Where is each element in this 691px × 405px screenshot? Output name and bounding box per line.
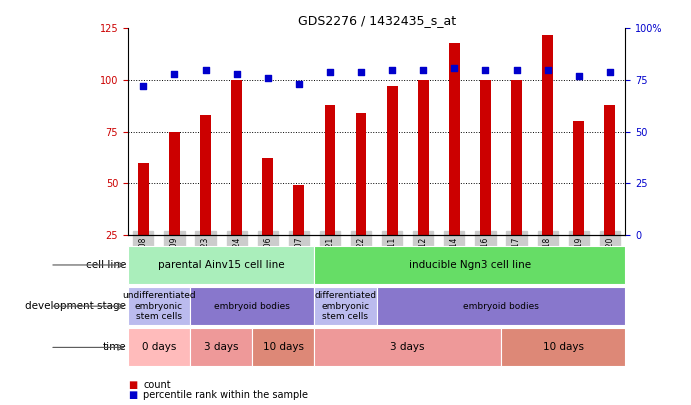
Text: 3 days: 3 days bbox=[204, 342, 238, 352]
Point bbox=[324, 68, 335, 75]
Text: differentiated
embryonic
stem cells: differentiated embryonic stem cells bbox=[314, 291, 377, 321]
Bar bbox=[263, 158, 273, 235]
Bar bbox=[511, 80, 522, 235]
Bar bbox=[314, 328, 501, 366]
Point bbox=[417, 66, 428, 73]
Point bbox=[480, 66, 491, 73]
Bar bbox=[574, 122, 584, 235]
Bar bbox=[190, 328, 252, 366]
Text: cell line: cell line bbox=[86, 260, 126, 270]
Point bbox=[262, 75, 273, 81]
Text: count: count bbox=[143, 380, 171, 390]
Text: parental Ainv15 cell line: parental Ainv15 cell line bbox=[158, 260, 285, 270]
Text: time: time bbox=[103, 342, 126, 352]
Point bbox=[386, 66, 397, 73]
Bar bbox=[128, 287, 190, 325]
Point bbox=[355, 68, 366, 75]
Bar bbox=[377, 287, 625, 325]
Text: ■: ■ bbox=[128, 390, 137, 400]
Title: GDS2276 / 1432435_s_at: GDS2276 / 1432435_s_at bbox=[298, 14, 455, 27]
Bar bbox=[231, 80, 242, 235]
Bar bbox=[128, 328, 190, 366]
Bar bbox=[418, 80, 428, 235]
Bar bbox=[387, 86, 397, 235]
Bar bbox=[200, 115, 211, 235]
Text: percentile rank within the sample: percentile rank within the sample bbox=[143, 390, 308, 400]
Text: ■: ■ bbox=[128, 380, 137, 390]
Text: 0 days: 0 days bbox=[142, 342, 176, 352]
Point bbox=[231, 70, 242, 77]
Point bbox=[604, 68, 615, 75]
Text: embryoid bodies: embryoid bodies bbox=[463, 302, 539, 311]
Point bbox=[200, 66, 211, 73]
Text: embryoid bodies: embryoid bodies bbox=[214, 302, 290, 311]
Bar bbox=[314, 287, 377, 325]
Bar bbox=[325, 105, 335, 235]
Text: undifferentiated
embryonic
stem cells: undifferentiated embryonic stem cells bbox=[122, 291, 196, 321]
Bar bbox=[542, 34, 553, 235]
Bar bbox=[605, 105, 615, 235]
Bar bbox=[128, 246, 314, 284]
Point bbox=[293, 81, 304, 87]
Bar bbox=[138, 163, 149, 235]
Bar bbox=[356, 113, 366, 235]
Text: inducible Ngn3 cell line: inducible Ngn3 cell line bbox=[409, 260, 531, 270]
Text: development stage: development stage bbox=[26, 301, 126, 311]
Point bbox=[448, 64, 460, 71]
Bar bbox=[501, 328, 625, 366]
Bar bbox=[480, 80, 491, 235]
Bar bbox=[449, 43, 460, 235]
Point bbox=[542, 66, 553, 73]
Text: 10 days: 10 days bbox=[542, 342, 584, 352]
Bar bbox=[314, 246, 625, 284]
Point bbox=[511, 66, 522, 73]
Bar bbox=[190, 287, 314, 325]
Point bbox=[169, 70, 180, 77]
Text: 3 days: 3 days bbox=[390, 342, 425, 352]
Bar bbox=[252, 328, 314, 366]
Bar bbox=[294, 185, 304, 235]
Point bbox=[138, 83, 149, 90]
Point bbox=[573, 72, 584, 79]
Text: 10 days: 10 days bbox=[263, 342, 304, 352]
Bar bbox=[169, 132, 180, 235]
